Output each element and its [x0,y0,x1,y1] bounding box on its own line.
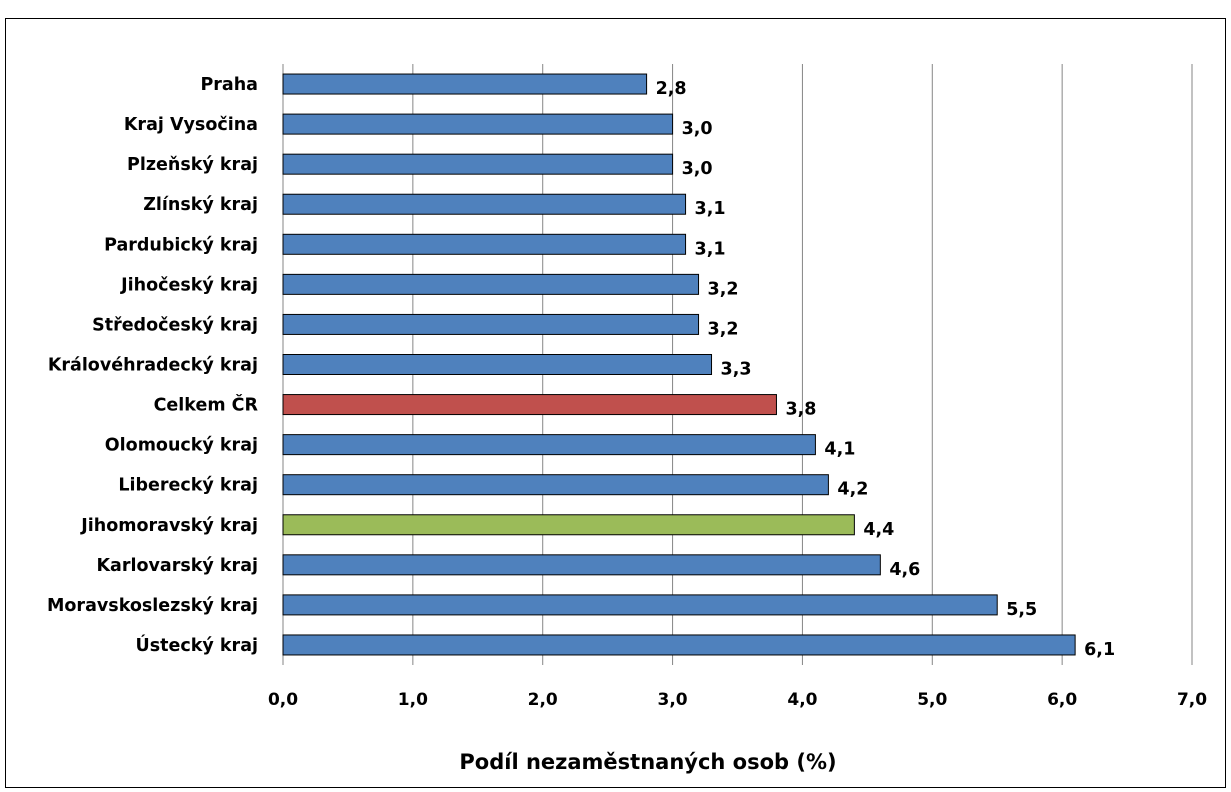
data-label: 3,2 [708,279,739,299]
bar [282,634,1076,656]
category-label: Jihomoravský kraj [80,516,258,536]
data-label: 3,2 [708,319,739,339]
bar [282,273,700,295]
data-label: 3,1 [695,199,726,219]
bar [282,474,829,496]
bar [282,434,816,456]
bar [282,354,713,375]
data-label: 3,0 [682,159,713,179]
x-tick-label: 4,0 [787,690,817,710]
data-label: 5,5 [1006,600,1037,620]
data-label: 4,2 [837,480,868,500]
category-label: Karlovarský kraj [97,556,259,576]
x-tick-label: 1,0 [398,690,428,710]
category-label: Středočeský kraj [92,315,258,335]
data-label: 4,1 [824,440,855,460]
category-label: Praha [200,75,258,95]
data-label: 6,1 [1084,640,1115,660]
bar [282,73,648,95]
category-label: Kraj Vysočina [124,115,258,135]
category-label: Liberecký kraj [118,476,258,496]
category-label: Celkem ČR [154,394,259,416]
bar [282,594,998,616]
category-label: Ústecký kraj [136,634,258,656]
data-label: 3,3 [721,360,752,380]
bar [282,193,687,215]
x-tick-label: 3,0 [658,690,688,710]
category-label: Moravskoslezský kraj [47,596,258,616]
bar [282,394,777,416]
x-axis-title: Podíl nezaměstnaných osob (%) [459,750,836,774]
category-labels: Praha Kraj Vysočina Plzeňský kraj Zlínský k… [47,75,259,656]
data-labels: 2,8 3,0 3,0 3,1 3,1 3,2 3,2 3,3 3,8 4,1 4,2 4,4 4,6 5… [656,79,1116,660]
bar [282,514,855,536]
bar [282,233,687,255]
category-label: Pardubický kraj [104,235,258,255]
data-label: 3,8 [785,400,816,420]
category-label: Plzeňský kraj [127,155,258,175]
x-tick-label: 7,0 [1177,690,1207,710]
data-label: 3,0 [682,119,713,139]
data-label: 2,8 [656,79,687,99]
category-label: Zlínský kraj [143,195,258,215]
bar [282,113,674,135]
category-label: Královéhradecký kraj [48,356,258,376]
x-tick-label: 0,0 [268,690,298,710]
x-tick-label: 6,0 [1047,690,1077,710]
bar [282,554,881,576]
bars [282,73,1076,656]
bar [282,313,700,335]
category-label: Jihočeský kraj [120,275,258,295]
bar [282,153,674,175]
data-label: 4,6 [889,560,920,580]
x-tick-label: 2,0 [528,690,558,710]
data-label: 3,1 [695,239,726,259]
x-tick-label: 5,0 [917,690,947,710]
x-tick-labels: 0,0 1,0 2,0 3,0 4,0 5,0 6,0 7,0 [268,690,1207,710]
data-label: 4,4 [863,520,894,540]
category-label: Olomoucký kraj [105,436,258,456]
